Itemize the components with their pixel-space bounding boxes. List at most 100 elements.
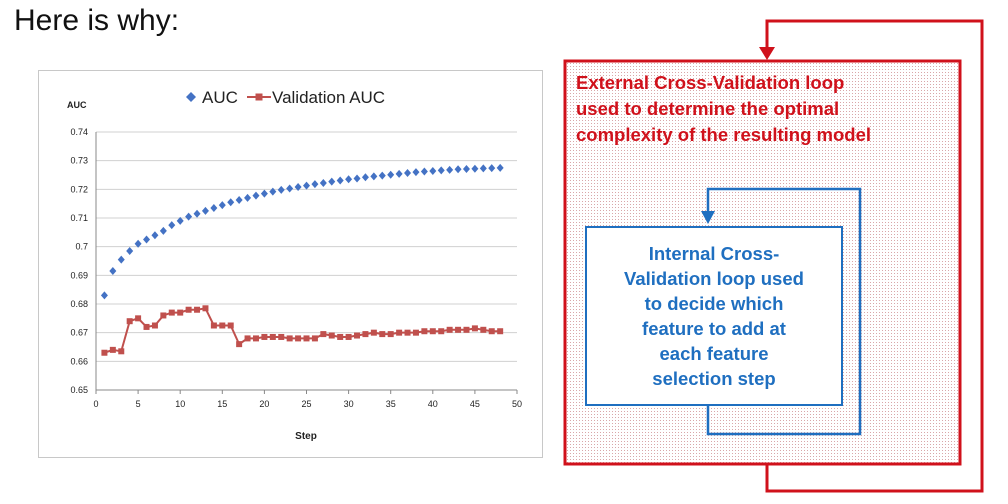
chart-panel: 0.65 0.66 0.67 0.68 0.69 0.7 0.71 0.72 0.73 0.74 … bbox=[38, 70, 543, 458]
auc-point bbox=[151, 231, 159, 240]
x-tick-label: 25 bbox=[301, 399, 311, 409]
slide-heading: Here is why: bbox=[14, 4, 180, 37]
legend-validation-label: Validation AUC bbox=[272, 88, 385, 107]
validation-auc-point bbox=[328, 332, 335, 339]
auc-line-chart: 0.650.660.670.680.690.70.710.720.730.74 … bbox=[67, 88, 522, 442]
x-tick-label: 15 bbox=[217, 399, 227, 409]
validation-auc-point bbox=[295, 335, 302, 342]
auc-point bbox=[159, 226, 167, 235]
auc-point bbox=[420, 167, 428, 176]
x-tick-label: 40 bbox=[428, 399, 438, 409]
auc-point bbox=[488, 164, 496, 173]
inner-loop-line-1: Internal Cross- bbox=[648, 243, 780, 264]
outer-loop-description: External Cross-Validation loop used to d… bbox=[576, 70, 956, 148]
auc-point bbox=[117, 255, 125, 264]
auc-point bbox=[134, 239, 142, 248]
validation-auc-point bbox=[210, 322, 217, 329]
auc-point bbox=[412, 168, 420, 177]
x-tick-label: 20 bbox=[259, 399, 269, 409]
auc-point bbox=[387, 170, 395, 179]
auc-point bbox=[319, 179, 327, 188]
validation-auc-point bbox=[379, 331, 386, 338]
x-axis-title: Step bbox=[295, 431, 317, 442]
x-tick-label: 50 bbox=[512, 399, 522, 409]
validation-auc-point bbox=[463, 326, 470, 333]
auc-point bbox=[361, 173, 369, 182]
validation-auc-point bbox=[429, 328, 436, 335]
legend-auc-label: AUC bbox=[202, 88, 238, 107]
validation-auc-point bbox=[278, 333, 285, 340]
validation-auc-point bbox=[404, 329, 411, 336]
auc-point bbox=[244, 193, 252, 202]
validation-auc-point bbox=[177, 309, 184, 316]
auc-point bbox=[353, 174, 361, 183]
validation-auc-point bbox=[194, 306, 201, 313]
validation-auc-point bbox=[244, 335, 251, 342]
y-tick-label: 0.71 bbox=[70, 213, 88, 223]
auc-point bbox=[471, 164, 479, 173]
validation-auc-point bbox=[160, 312, 167, 319]
auc-point bbox=[378, 171, 386, 180]
auc-point bbox=[260, 189, 268, 198]
y-tick-label: 0.72 bbox=[70, 184, 88, 194]
x-tick-label: 10 bbox=[175, 399, 185, 409]
legend-auc-marker bbox=[186, 92, 196, 102]
validation-auc-point bbox=[303, 335, 310, 342]
series-layer bbox=[100, 163, 504, 356]
y-tick-label: 0.74 bbox=[70, 127, 88, 137]
y-tick-label: 0.73 bbox=[70, 156, 88, 166]
outer-loop-arrowhead bbox=[759, 47, 775, 60]
validation-auc-point bbox=[227, 322, 234, 329]
auc-point bbox=[328, 177, 336, 186]
y-tick-label: 0.65 bbox=[70, 385, 88, 395]
validation-auc-point bbox=[362, 331, 369, 338]
validation-auc-point bbox=[497, 328, 504, 335]
y-axis-title: AUC bbox=[67, 100, 87, 110]
auc-point bbox=[277, 185, 285, 194]
auc-point bbox=[462, 164, 470, 173]
validation-auc-point bbox=[151, 322, 158, 329]
auc-point bbox=[395, 169, 403, 178]
inner-loop-box: Internal Cross- Validation loop used to … bbox=[585, 226, 843, 406]
auc-point bbox=[100, 291, 108, 300]
auc-point bbox=[404, 168, 412, 177]
auc-point bbox=[193, 209, 201, 218]
auc-point bbox=[496, 163, 504, 172]
outer-loop-line-3: complexity of the resulting model bbox=[576, 124, 872, 145]
y-tick-label: 0.68 bbox=[70, 299, 88, 309]
validation-auc-point bbox=[219, 322, 226, 329]
validation-auc-point bbox=[387, 331, 394, 338]
validation-auc-point bbox=[202, 305, 209, 312]
x-tick-label: 5 bbox=[136, 399, 141, 409]
x-tick-label: 35 bbox=[386, 399, 396, 409]
auc-point bbox=[479, 164, 487, 173]
auc-point bbox=[109, 267, 117, 276]
auc-point bbox=[168, 221, 176, 230]
auc-point bbox=[345, 175, 353, 184]
inner-loop-line-3: to decide which bbox=[644, 293, 784, 314]
auc-point bbox=[252, 191, 260, 200]
auc-point bbox=[429, 166, 437, 175]
validation-auc-point bbox=[438, 328, 445, 335]
validation-auc-point bbox=[354, 332, 361, 339]
y-tick-label: 0.66 bbox=[70, 356, 88, 366]
validation-auc-point bbox=[320, 331, 327, 338]
validation-auc-point bbox=[345, 333, 352, 340]
validation-auc-point bbox=[488, 328, 495, 335]
legend-validation-marker bbox=[255, 93, 263, 101]
validation-auc-point bbox=[101, 349, 108, 356]
auc-point bbox=[143, 235, 151, 244]
axes bbox=[95, 132, 517, 391]
validation-auc-point bbox=[412, 329, 419, 336]
auc-point bbox=[269, 187, 277, 196]
validation-auc-point bbox=[252, 335, 259, 342]
validation-auc-point bbox=[471, 325, 478, 332]
validation-auc-point bbox=[455, 326, 462, 333]
auc-point bbox=[218, 201, 226, 210]
auc-point bbox=[185, 212, 193, 221]
outer-loop-line-1: External Cross-Validation loop bbox=[576, 72, 845, 93]
x-tick-label: 30 bbox=[344, 399, 354, 409]
validation-auc-point bbox=[126, 318, 133, 325]
validation-auc-point bbox=[396, 329, 403, 336]
inner-loop-arrowhead bbox=[701, 211, 715, 224]
